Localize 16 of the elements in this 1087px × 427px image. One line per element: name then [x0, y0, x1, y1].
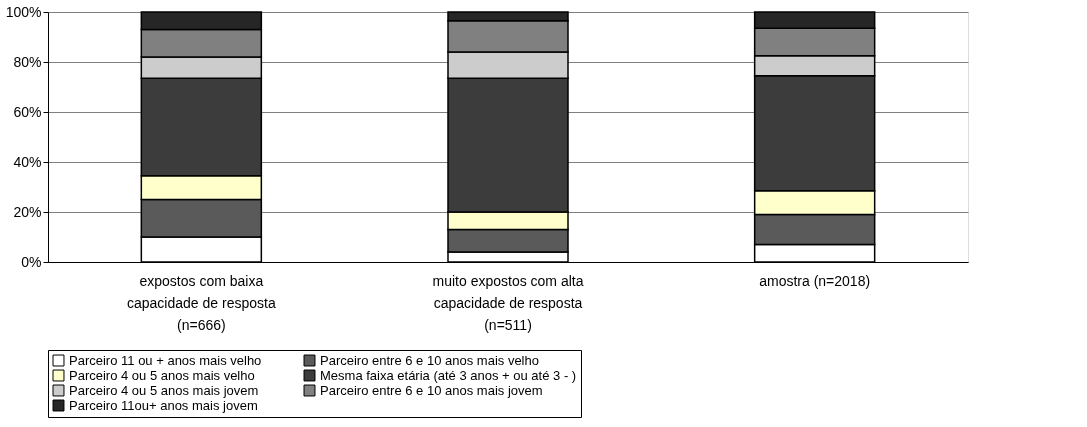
y-tick-label: 80% — [13, 53, 42, 70]
x-tick-label: muito expostos com alta capacidade de resposta (n=511) — [432, 272, 584, 333]
y-tick-label: 100% — [5, 3, 42, 20]
y-tick-label: 0% — [21, 253, 42, 270]
y-tick-label: 60% — [13, 103, 42, 120]
legend-label: Parceiro 4 ou 5 anos mais velho — [69, 367, 255, 383]
legend-label: Parceiro 11ou+ anos mais jovem — [69, 397, 258, 413]
legend-label: Parceiro 11 ou + anos mais velho — [69, 352, 262, 368]
legend-label: Parceiro entre 6 e 10 anos mais velho — [320, 352, 539, 368]
legend-label: Parceiro entre 6 e 10 anos mais jovem — [320, 382, 543, 398]
x-tick-label: expostos com baixa capacidade de resposta (n=666) — [127, 272, 276, 333]
y-tick-label: 20% — [13, 203, 42, 220]
x-tick-label: amostra (n=2018) — [759, 272, 871, 289]
legend-label: Mesma faixa etária (até 3 anos + ou até 3 - ) — [320, 367, 577, 383]
y-tick-label: 40% — [13, 153, 42, 170]
legend-label: Parceiro 4 ou 5 anos mais jovem — [69, 382, 259, 398]
